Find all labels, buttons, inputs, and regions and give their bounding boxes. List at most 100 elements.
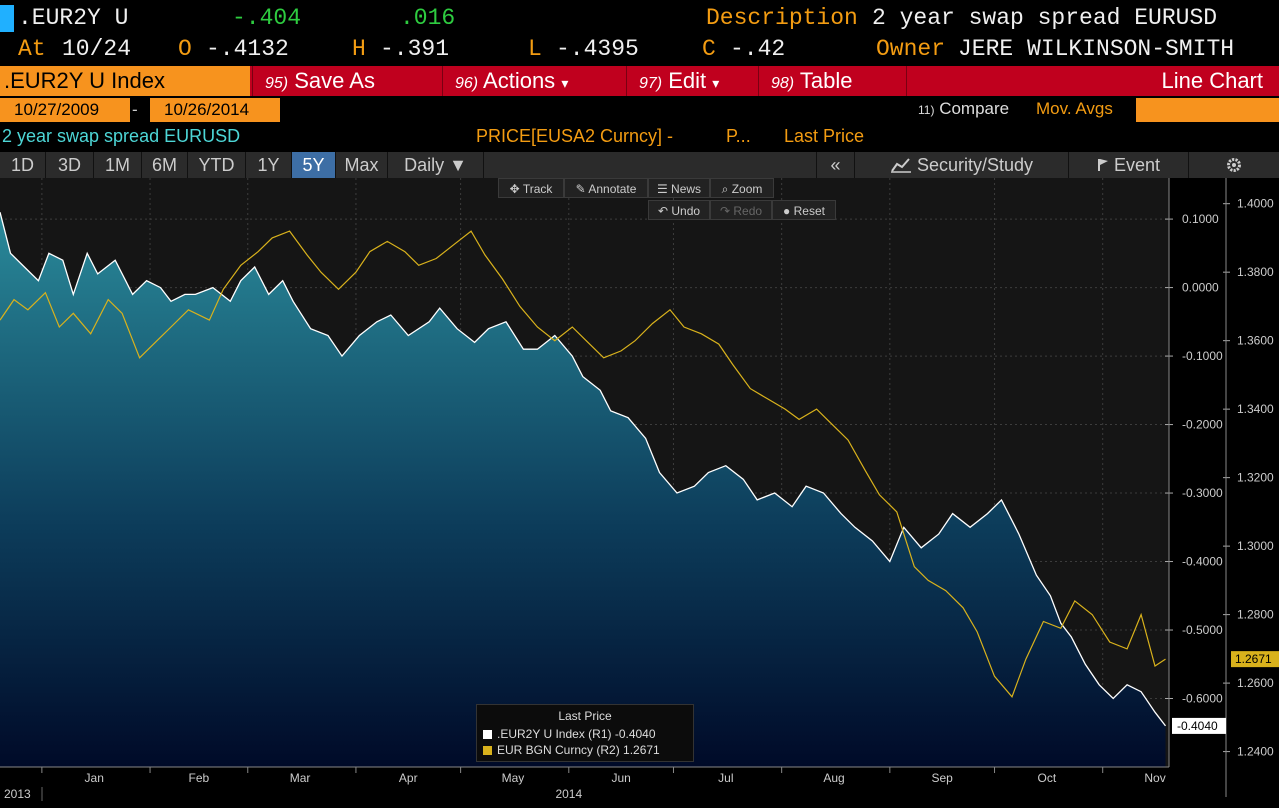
edit-button[interactable]: 97) Edit ▾ — [626, 66, 758, 96]
magnifier-icon: ⌕ — [721, 182, 729, 196]
redo-button[interactable]: ↷ Redo — [710, 200, 772, 220]
redo-label: Redo — [733, 204, 763, 218]
frequency-select[interactable]: Daily ▼ — [388, 152, 484, 178]
close-label: C — [702, 36, 716, 62]
event-button[interactable]: Event — [1068, 152, 1188, 178]
r2-tick-label: 1.3400 — [1237, 402, 1274, 416]
undo-icon: ↶ — [657, 204, 669, 218]
tab-5y[interactable]: 5Y — [292, 152, 336, 178]
high-label: H — [352, 36, 366, 62]
annotate-label: Annotate — [588, 182, 637, 196]
function-bar: .EUR2Y U Index 95) Save As 96) Actions ▾… — [0, 66, 1279, 96]
x-tick-label: Jun — [611, 771, 630, 785]
gear-icon — [1227, 158, 1241, 172]
header-row-1: .EUR2Y U -.404 .016 Description 2 year s… — [0, 3, 1279, 34]
r2-tick-label: 1.3600 — [1237, 334, 1274, 348]
tab-3d[interactable]: 3D — [46, 152, 94, 178]
low-label: L — [528, 36, 542, 62]
axes: Jan Feb Mar Apr May Jun Jul Aug Sep Oct Nov 2013 201… — [0, 178, 1279, 801]
save-as-button[interactable]: 95) Save As — [252, 66, 442, 96]
save-as-number: 95) — [265, 75, 289, 92]
header-row-2: At 10/24 O -.4132 H -.391 L -.4395 C -.4… — [0, 34, 1279, 65]
series-2-line[interactable] — [0, 230, 1166, 698]
end-date-field[interactable]: 10/26/2014 — [150, 98, 280, 122]
table-label: Table — [799, 68, 853, 93]
r2-tick-label: 1.3000 — [1237, 539, 1274, 553]
axis-background — [1169, 178, 1279, 803]
actions-label: Actions — [483, 68, 556, 93]
study-last-price[interactable]: Last Price — [784, 126, 865, 146]
r1-tick-label: 0.0000 — [1182, 281, 1219, 295]
edit-dropdown-icon: ▾ — [712, 75, 720, 91]
at-value: 10/24 — [62, 36, 132, 62]
r2-last-value: 1.2671 — [1235, 652, 1272, 666]
year-label-center: 2014 — [555, 787, 582, 801]
reset-button[interactable]: ● Reset — [772, 200, 836, 220]
news-icon: ☰ — [656, 182, 668, 196]
r1-tick-label: -0.5000 — [1182, 623, 1223, 637]
mov-avgs-field[interactable] — [1136, 98, 1279, 122]
open-label: O — [178, 36, 192, 62]
settings-button[interactable] — [1188, 152, 1279, 178]
compare-label: Compare — [939, 99, 1010, 118]
x-axis-background — [0, 767, 1169, 803]
security-study-button[interactable]: Security/Study — [854, 152, 1068, 178]
x-tick-label: Feb — [189, 771, 210, 785]
undo-button[interactable]: ↶ Undo — [648, 200, 710, 220]
r1-last-badge — [1172, 717, 1226, 734]
ticker-code: .EUR2Y U — [18, 5, 129, 31]
reset-label: Reset — [793, 204, 825, 218]
owner-label: Owner — [876, 36, 946, 62]
low-value: -.4395 — [556, 36, 639, 62]
net-change: -.404 — [232, 5, 302, 31]
legend-title: Last Price — [558, 709, 612, 723]
study-p[interactable]: P... — [726, 126, 751, 146]
compare-button[interactable]: 11) Compare — [918, 99, 1009, 119]
change-value: .016 — [400, 5, 456, 31]
series-1-area — [0, 212, 1166, 767]
table-button[interactable]: 98) Table — [758, 66, 906, 96]
security-field[interactable]: .EUR2Y U Index — [0, 66, 250, 96]
zoom-label: Zoom — [731, 182, 763, 196]
mov-avgs-button[interactable]: Mov. Avgs — [1036, 99, 1113, 118]
r1-tick-label: -0.6000 — [1182, 692, 1223, 706]
tab-1d[interactable]: 1D — [0, 152, 46, 178]
line-chart[interactable]: Jan Feb Mar Apr May Jun Jul Aug Sep Oct Nov 2013 201… — [0, 178, 1279, 803]
collapse-button[interactable]: « — [816, 152, 854, 178]
tab-max[interactable]: Max — [336, 152, 388, 178]
r2-tick-label: 1.3800 — [1237, 265, 1274, 279]
news-button[interactable]: ☰ News — [648, 178, 710, 198]
track-button[interactable]: ✥ Track — [498, 178, 564, 198]
r1-last-value: -0.4040 — [1177, 719, 1218, 733]
tab-6m[interactable]: 6M — [142, 152, 188, 178]
year-label-left: 2013 — [4, 787, 31, 801]
actions-button[interactable]: 96) Actions ▾ — [442, 66, 626, 96]
annotate-button[interactable]: ✎ Annotate — [564, 178, 648, 198]
tab-1m[interactable]: 1M — [94, 152, 142, 178]
x-tick-label: May — [502, 771, 525, 785]
undo-label: Undo — [671, 204, 701, 218]
x-tick-label: Mar — [290, 771, 311, 785]
date-range-dash: - — [132, 100, 138, 119]
r2-last-badge — [1231, 651, 1279, 668]
event-label: Event — [1113, 155, 1161, 175]
chart-type-button[interactable]: Line Chart — [906, 66, 1279, 96]
tab-1y[interactable]: 1Y — [246, 152, 292, 178]
save-as-label: Save As — [294, 68, 375, 93]
start-date-field[interactable]: 10/27/2009 — [0, 98, 130, 122]
chart-legend: Last Price .EUR2Y U Index (R1) -0.4040 E… — [476, 704, 694, 762]
zoom-button[interactable]: ⌕ Zoom — [710, 178, 774, 198]
high-value: -.391 — [380, 36, 450, 62]
study-price-field[interactable]: PRICE[EUSA2 Curncy] - — [476, 126, 674, 146]
tab-ytd[interactable]: YTD — [188, 152, 246, 178]
security-study-label: Security/Study — [916, 155, 1034, 175]
track-label: Track — [522, 182, 553, 196]
series-1-line[interactable] — [0, 212, 1167, 727]
r2-tick-label: 1.3200 — [1237, 471, 1274, 485]
edit-label: Edit — [668, 68, 707, 93]
close-value: -.42 — [730, 36, 786, 62]
description-label: Description — [706, 5, 858, 31]
x-tick-label: Aug — [823, 771, 844, 785]
r2-tick-label: 1.2600 — [1237, 676, 1274, 690]
r1-tick-label: -0.2000 — [1182, 418, 1223, 432]
